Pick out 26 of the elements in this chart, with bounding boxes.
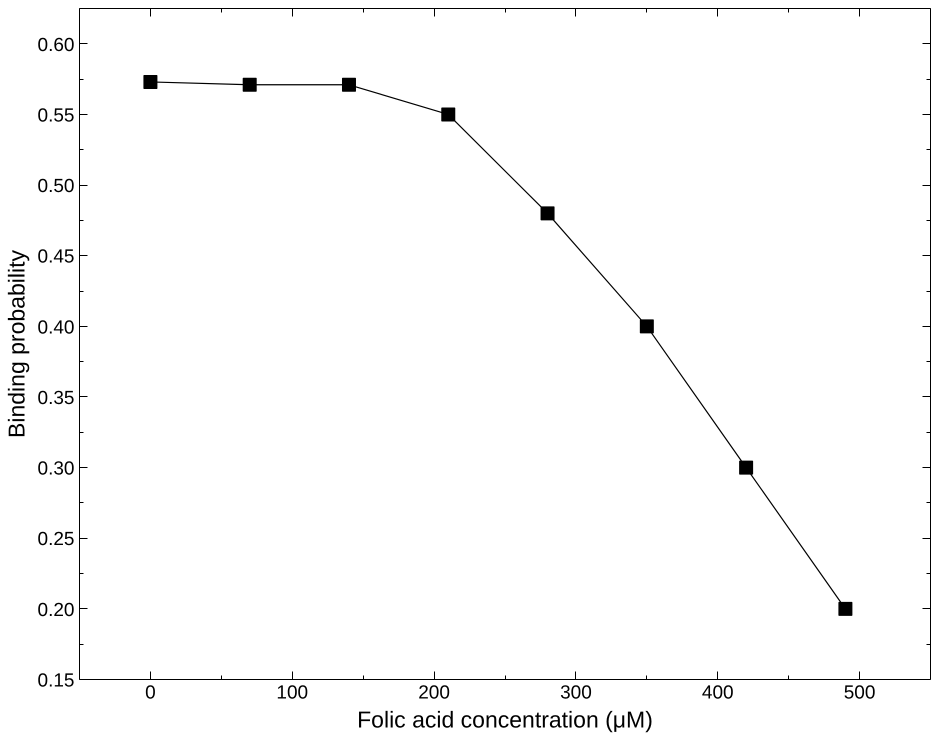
point <box>739 460 754 475</box>
y-tick-label: 0.35 <box>38 388 75 409</box>
point <box>640 319 654 334</box>
point <box>143 74 158 89</box>
y-tick-label: 0.40 <box>38 317 75 338</box>
y-axis-title: Binding probability <box>4 250 30 438</box>
y-tick-label: 0.45 <box>38 246 75 268</box>
y-tick-label: 0.50 <box>38 176 75 198</box>
x-tick-label: 100 <box>276 682 308 704</box>
point <box>540 206 555 220</box>
y-tick-label: 0.15 <box>38 670 75 692</box>
x-tick-label: 500 <box>844 682 876 704</box>
x-tick-label: 0 <box>145 682 156 704</box>
y-tick-label: 0.55 <box>38 105 75 126</box>
point <box>242 78 257 92</box>
x-tick-label: 200 <box>418 682 450 704</box>
point <box>342 78 356 92</box>
x-tick-label: 400 <box>702 682 734 704</box>
point <box>838 602 852 616</box>
y-tick-label: 0.60 <box>38 34 75 56</box>
y-tick-label: 0.30 <box>38 458 75 480</box>
y-tick-label: 0.25 <box>38 529 75 550</box>
x-tick-label: 300 <box>560 682 592 704</box>
x-axis-title: Folic acid concentration (μM) <box>357 706 653 732</box>
y-tick-label: 0.20 <box>38 600 75 621</box>
point <box>441 107 456 122</box>
